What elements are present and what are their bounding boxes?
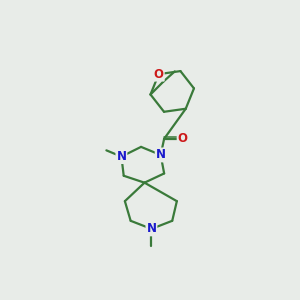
Text: O: O (178, 132, 188, 145)
Text: N: N (156, 148, 166, 161)
Text: N: N (146, 222, 156, 236)
Text: O: O (154, 68, 164, 81)
Text: N: N (116, 150, 126, 163)
